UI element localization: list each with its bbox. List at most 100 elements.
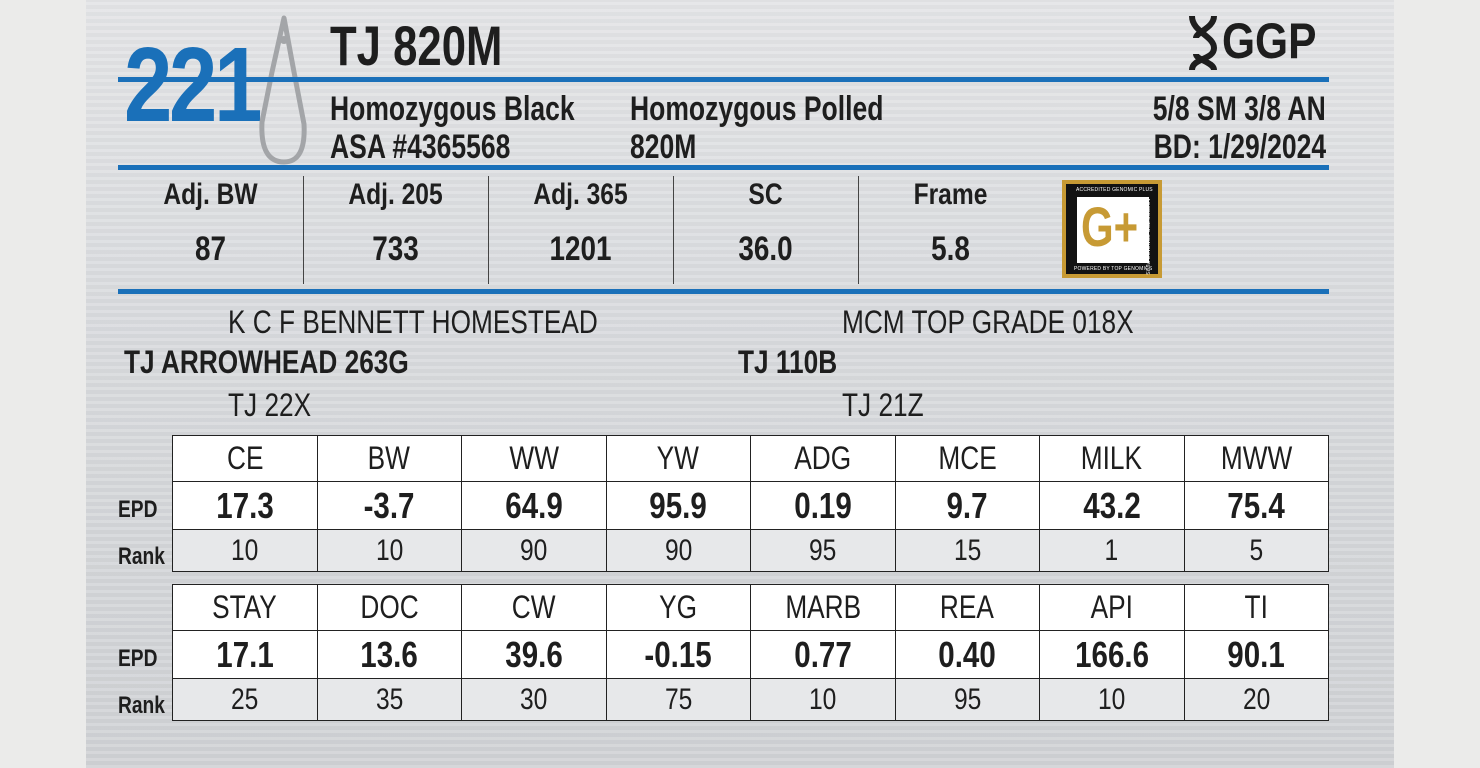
- epd-cell: -3.7: [316, 481, 462, 530]
- breed-composition: 5/8 SM 3/8 AN: [1153, 90, 1326, 128]
- table-header-row: CE BW WW YW ADG MCE MILK MWW: [172, 435, 1329, 482]
- stat-value: 36.0: [738, 230, 793, 268]
- epd-table-carcass: STAY DOC CW YG MARB REA API TI 17.1 13.6…: [172, 584, 1329, 721]
- rank-cell: 90: [461, 529, 607, 572]
- rank-cell: 95: [894, 678, 1040, 721]
- epd-cell: 0.77: [750, 630, 896, 679]
- divider: [858, 176, 859, 284]
- stats-rule: [118, 289, 1329, 294]
- animal-name: TJ 820M: [330, 14, 503, 77]
- genomic-plus-badge: ACCREDITED GENOMIC PLUS ACCREDITED GENOM…: [1062, 180, 1162, 278]
- sire-sire: K C F BENNETT HOMESTEAD: [228, 304, 598, 340]
- polled-status: Homozygous Polled: [630, 90, 884, 128]
- column-header: BW: [316, 435, 462, 482]
- stat-label: Adj. 365: [533, 178, 628, 211]
- column-header: MCE: [894, 435, 1040, 482]
- stat-adj-365: Adj. 365 1201: [488, 176, 673, 284]
- column-header: CW: [461, 584, 607, 631]
- stat-adj-bw: Adj. BW 87: [118, 176, 303, 284]
- tattoo: 820M: [630, 128, 697, 166]
- epd-cell: 90.1: [1183, 630, 1329, 679]
- stat-label: Frame: [913, 178, 988, 211]
- stat-label: Adj. 205: [348, 178, 443, 211]
- rank-cell: 10: [316, 529, 462, 572]
- epd-cell: 64.9: [461, 481, 607, 530]
- dam: TJ 110B: [738, 344, 838, 380]
- birth-date: BD: 1/29/2024: [1153, 128, 1326, 166]
- epd-cell: 0.19: [750, 481, 896, 530]
- column-header: CE: [172, 435, 318, 482]
- divider: [303, 176, 304, 284]
- epd-cell: 75.4: [1183, 481, 1329, 530]
- ear-tag-icon: [259, 15, 307, 165]
- rank-cell: 10: [172, 529, 318, 572]
- epd-cell: 13.6: [316, 630, 462, 679]
- column-header: YW: [605, 435, 751, 482]
- rank-row: 10 10 90 90 95 15 1 5: [172, 529, 1329, 572]
- column-header: TI: [1183, 584, 1329, 631]
- epd-cell: 43.2: [1039, 481, 1185, 530]
- info-rule: [118, 165, 1329, 170]
- stat-value: 5.8: [931, 230, 970, 268]
- column-header: ADG: [750, 435, 896, 482]
- epd-cell: 17.3: [172, 481, 318, 530]
- epd-value-row: 17.1 13.6 39.6 -0.15 0.77 0.40 166.6 90.…: [172, 630, 1329, 679]
- sale-lot-card: 221 TJ 820M GGP Homozygous Black ASA #43…: [86, 0, 1394, 768]
- divider: [673, 176, 674, 284]
- stat-value: 733: [372, 230, 419, 268]
- badge-top-text: ACCREDITED GENOMIC PLUS: [1076, 187, 1153, 193]
- epd-cell: 39.6: [461, 630, 607, 679]
- epd-cell: 17.1: [172, 630, 318, 679]
- epd-cell: -0.15: [605, 630, 751, 679]
- sire: TJ ARROWHEAD 263G: [124, 344, 409, 380]
- rank-cell: 1: [1039, 529, 1185, 572]
- badge-bottom-text: POWERED BY TOP GENOMICS: [1074, 266, 1153, 272]
- divider: [488, 176, 489, 284]
- rank-cell: 15: [894, 529, 1040, 572]
- column-header: MILK: [1039, 435, 1185, 482]
- epd-cell: 166.6: [1039, 630, 1185, 679]
- column-header: MWW: [1183, 435, 1329, 482]
- stat-sc: SC 36.0: [673, 176, 858, 284]
- registration-number: ASA #4365568: [330, 128, 511, 166]
- stat-value: 1201: [549, 230, 612, 268]
- column-header: WW: [461, 435, 607, 482]
- rank-cell: 75: [605, 678, 751, 721]
- stat-frame: Frame 5.8: [858, 176, 1043, 284]
- lot-number: 221: [124, 26, 262, 144]
- rank-cell: 30: [461, 678, 607, 721]
- rank-row-label: Rank: [118, 692, 165, 719]
- epd-row-label: EPD: [118, 496, 158, 523]
- rank-cell: 20: [1183, 678, 1329, 721]
- rank-cell: 5: [1183, 529, 1329, 572]
- rank-cell: 95: [750, 529, 896, 572]
- sire-dam: TJ 22X: [228, 387, 312, 423]
- dam-dam: TJ 21Z: [842, 387, 924, 423]
- stat-label: Adj. BW: [163, 178, 258, 211]
- rank-cell: 35: [316, 678, 462, 721]
- epd-value-row: 17.3 -3.7 64.9 95.9 0.19 9.7 43.2 75.4: [172, 481, 1329, 530]
- stat-value: 87: [194, 230, 227, 268]
- column-header: MARB: [750, 584, 896, 631]
- table-header-row: STAY DOC CW YG MARB REA API TI: [172, 584, 1329, 631]
- epd-cell: 9.7: [894, 481, 1040, 530]
- epd-cell: 95.9: [605, 481, 751, 530]
- coat-color: Homozygous Black: [330, 90, 575, 128]
- rank-row-label: Rank: [118, 543, 165, 570]
- column-header: DOC: [316, 584, 462, 631]
- rank-cell: 10: [1039, 678, 1185, 721]
- dam-sire: MCM TOP GRADE 018X: [842, 304, 1134, 340]
- epd-table-growth: CE BW WW YW ADG MCE MILK MWW 17.3 -3.7 6…: [172, 435, 1329, 572]
- header-rule: [118, 77, 1329, 82]
- rank-cell: 90: [605, 529, 751, 572]
- rank-cell: 10: [750, 678, 896, 721]
- badge-letter: G+: [1081, 195, 1139, 258]
- column-header: REA: [894, 584, 1040, 631]
- column-header: STAY: [172, 584, 318, 631]
- epd-row-label: EPD: [118, 645, 158, 672]
- ggp-logo: GGP: [1222, 13, 1317, 69]
- epd-cell: 0.40: [894, 630, 1040, 679]
- stat-label: SC: [748, 178, 783, 211]
- column-header: YG: [605, 584, 751, 631]
- rank-cell: 25: [172, 678, 318, 721]
